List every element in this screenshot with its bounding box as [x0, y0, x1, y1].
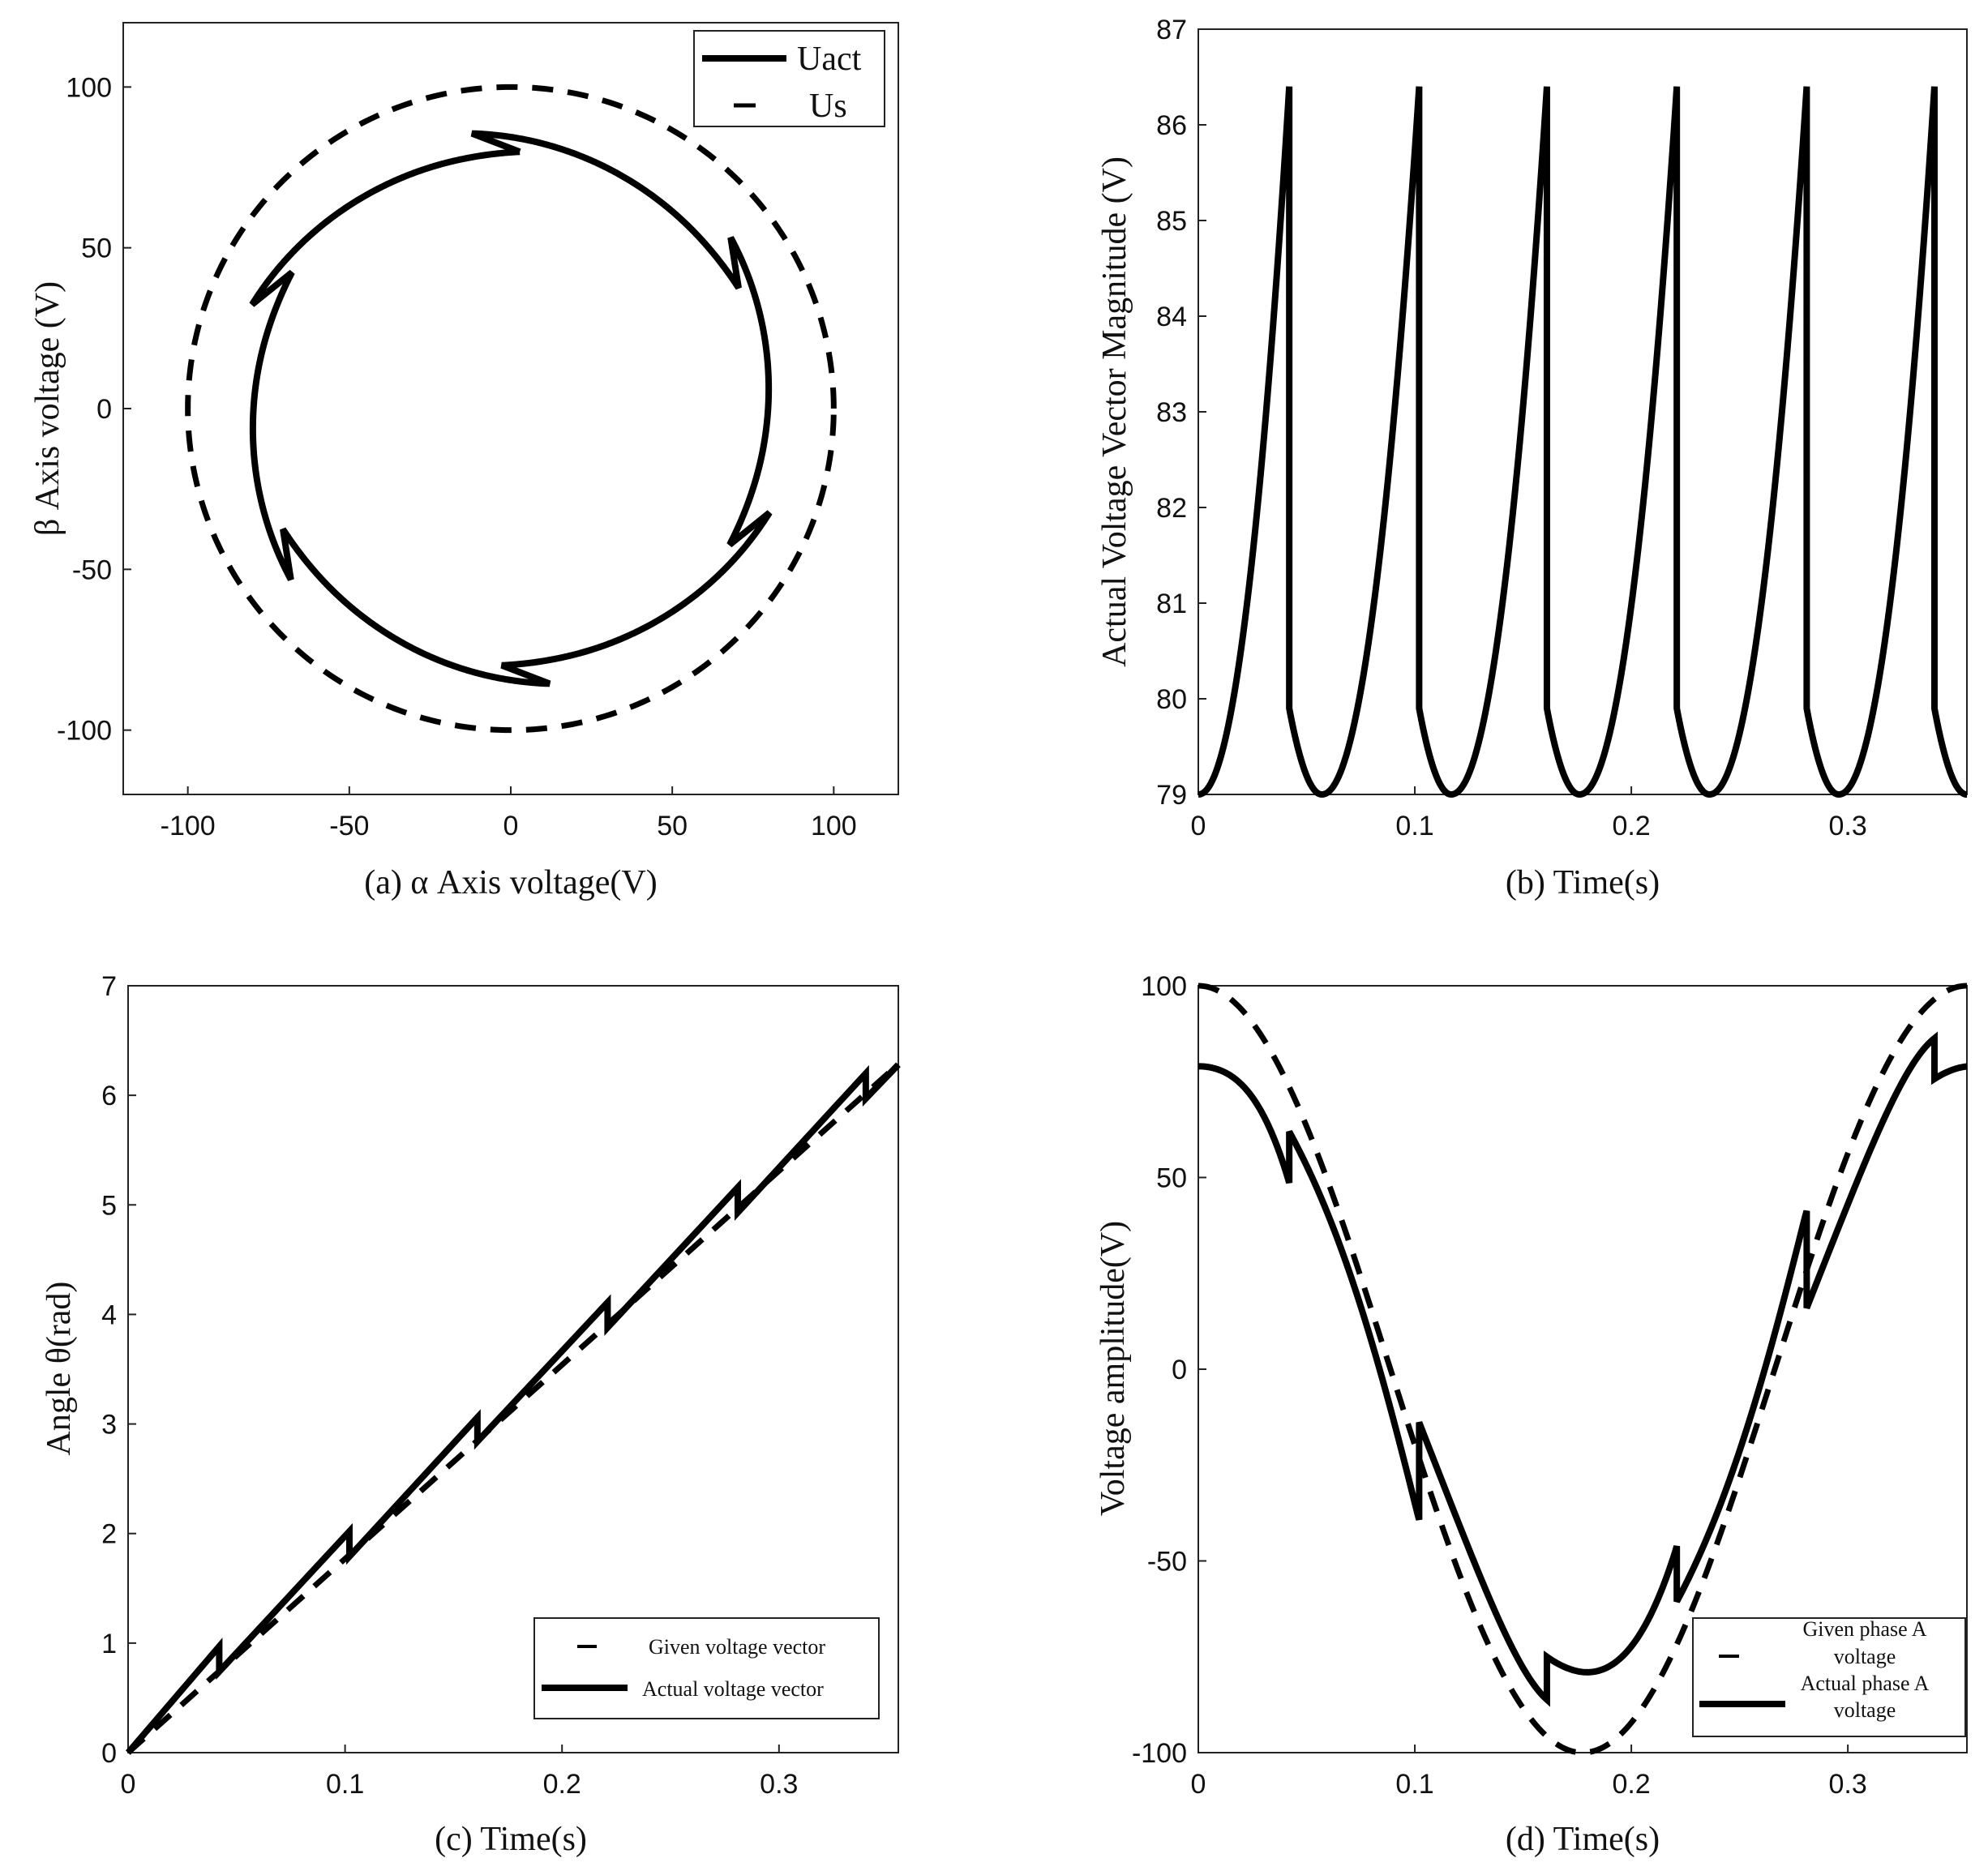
panel-d-ytick-label: -100 [1132, 1738, 1187, 1769]
panel-a-xtick-label: 100 [811, 811, 857, 841]
panel-d-ytick-label: 100 [1141, 971, 1187, 1002]
legend-actual-phase-label-2: voltage [1834, 1698, 1896, 1722]
panel-c: 0 0.1 0.2 0.3 0 1 2 3 4 5 6 7 (c) Time(s) Angle θ(r… [41, 971, 901, 1858]
panel-a-legend-box [693, 30, 885, 127]
us-reference-circle [185, 83, 837, 734]
panel-a-xtick-label: 50 [657, 811, 688, 841]
panel-b-ytick-label: 85 [1156, 206, 1187, 237]
panel-c-ytick-label: 0 [101, 1738, 117, 1769]
panel-d-ytick-label: 0 [1172, 1355, 1187, 1385]
actual-phase-a-line [1198, 1031, 1968, 1707]
legend-us-label: Us [809, 88, 847, 125]
panel-b-xlabel: (b) Time(s) [1506, 864, 1660, 901]
panel-a-ylabel: β Axis voltage (V) [29, 281, 66, 536]
panel-c-ytick-label: 1 [101, 1629, 117, 1659]
panel-d: 0 0.1 0.2 0.3 -100 -50 0 50 100 (d) Time(s) Volt… [1095, 971, 1968, 1858]
panel-b-xtick-label: 0.2 [1612, 811, 1650, 841]
uact-trajectory [249, 130, 773, 687]
panel-d-xtick-label: 0.3 [1828, 1769, 1866, 1800]
panel-c-xtick-label: 0.3 [760, 1769, 798, 1800]
panel-d-legend: Given phase A voltage Actual phase A vol… [1692, 1617, 1966, 1737]
panel-a-xtick-label: -100 [161, 811, 216, 841]
panel-b-ticks: 0 0.1 0.2 0.3 79 80 81 82 83 84 85 86 87 [1156, 15, 1867, 841]
panel-d-ylabel: Voltage amplitude(V) [1095, 1221, 1132, 1516]
panel-b-ytick-label: 79 [1156, 780, 1187, 811]
panel-b-ytick-label: 80 [1156, 684, 1187, 715]
panel-d-xlabel: (d) Time(s) [1506, 1821, 1660, 1858]
panel-b-ytick-label: 86 [1156, 110, 1187, 141]
panel-d-xtick-label: 0 [1191, 1769, 1206, 1800]
panel-b-xtick-label: 0.3 [1828, 811, 1866, 841]
panel-b-ytick-label: 84 [1156, 302, 1187, 332]
voltage-magnitude-line [1198, 86, 1968, 798]
legend-given-vector-label: Given voltage vector [649, 1635, 825, 1659]
panel-b-ytick-label: 81 [1156, 589, 1187, 619]
panel-a-legend: Uact Us [693, 30, 885, 127]
panel-b-ylabel: Actual Voltage Vector Magnitude (V) [1096, 156, 1133, 667]
panel-b-xtick-label: 0 [1191, 811, 1206, 841]
panel-b: 0 0.1 0.2 0.3 79 80 81 82 83 84 85 86 87 (b) Time(s)… [1096, 15, 1968, 901]
panel-a-series [185, 83, 837, 734]
panel-c-ytick-label: 5 [101, 1190, 117, 1221]
panel-c-ytick-label: 7 [101, 971, 117, 1002]
panel-a-ytick-label: 50 [81, 233, 112, 264]
panel-b-ytick-label: 83 [1156, 397, 1187, 428]
actual-vector-angle-line [125, 1062, 901, 1755]
panel-c-ytick-label: 2 [101, 1519, 117, 1550]
legend-actual-phase-label-1: Actual phase A [1801, 1672, 1930, 1695]
legend-actual-vector-label: Actual voltage vector [642, 1677, 824, 1701]
panel-d-series [1198, 983, 1968, 1756]
panel-d-ytick-label: -50 [1147, 1547, 1187, 1578]
panel-c-ytick-label: 6 [101, 1081, 117, 1111]
panel-b-ytick-label: 82 [1156, 493, 1187, 524]
legend-uact-label: Uact [797, 41, 862, 78]
panel-b-ytick-label: 87 [1156, 15, 1187, 45]
panel-a-xtick-label: 0 [503, 811, 519, 841]
panel-c-axes-box [127, 985, 899, 1753]
legend-given-phase-label-1: Given phase A [1802, 1617, 1926, 1641]
panel-d-legend-box [1692, 1617, 1966, 1737]
panel-c-ytick-label: 4 [101, 1299, 117, 1330]
panel-c-ylabel: Angle θ(rad) [41, 1282, 78, 1456]
panel-c-series [125, 1062, 901, 1755]
panel-d-xtick-label: 0.2 [1612, 1769, 1650, 1800]
panel-d-ticks: 0 0.1 0.2 0.3 -100 -50 0 50 100 [1132, 971, 1867, 1800]
panel-c-xlabel: (c) Time(s) [435, 1821, 587, 1858]
panel-a-ytick-label: -50 [72, 554, 112, 585]
panel-b-xtick-label: 0.1 [1395, 811, 1433, 841]
panel-a-ytick-label: 100 [66, 72, 112, 103]
panel-a-xtick-label: -50 [329, 811, 369, 841]
panel-c-legend-box [533, 1617, 880, 1719]
panel-a-ytick-label: 0 [96, 394, 112, 425]
panel-c-legend: Given voltage vector Actual voltage vect… [533, 1617, 880, 1719]
panel-a-ytick-label: -100 [57, 716, 112, 747]
panel-d-xtick-label: 0.1 [1395, 1769, 1433, 1800]
panel-a-ticks: -100 -50 0 50 100 -100 -50 0 50 100 [57, 72, 857, 841]
panel-c-xtick-label: 0.2 [543, 1769, 581, 1800]
panel-a: -100 -50 0 50 100 -100 -50 0 50 100 (a) α Axis vo… [29, 22, 899, 901]
panel-c-xtick-label: 0 [121, 1769, 136, 1800]
panel-d-ytick-label: 50 [1156, 1163, 1187, 1194]
panel-b-series [1198, 86, 1968, 798]
panel-c-xtick-label: 0.1 [326, 1769, 364, 1800]
panel-c-ticks: 0 0.1 0.2 0.3 0 1 2 3 4 5 6 7 [101, 971, 798, 1800]
panel-c-ytick-label: 3 [101, 1410, 117, 1441]
panel-a-xlabel: (a) α Axis voltage(V) [364, 864, 657, 901]
legend-given-phase-label-2: voltage [1834, 1645, 1896, 1668]
